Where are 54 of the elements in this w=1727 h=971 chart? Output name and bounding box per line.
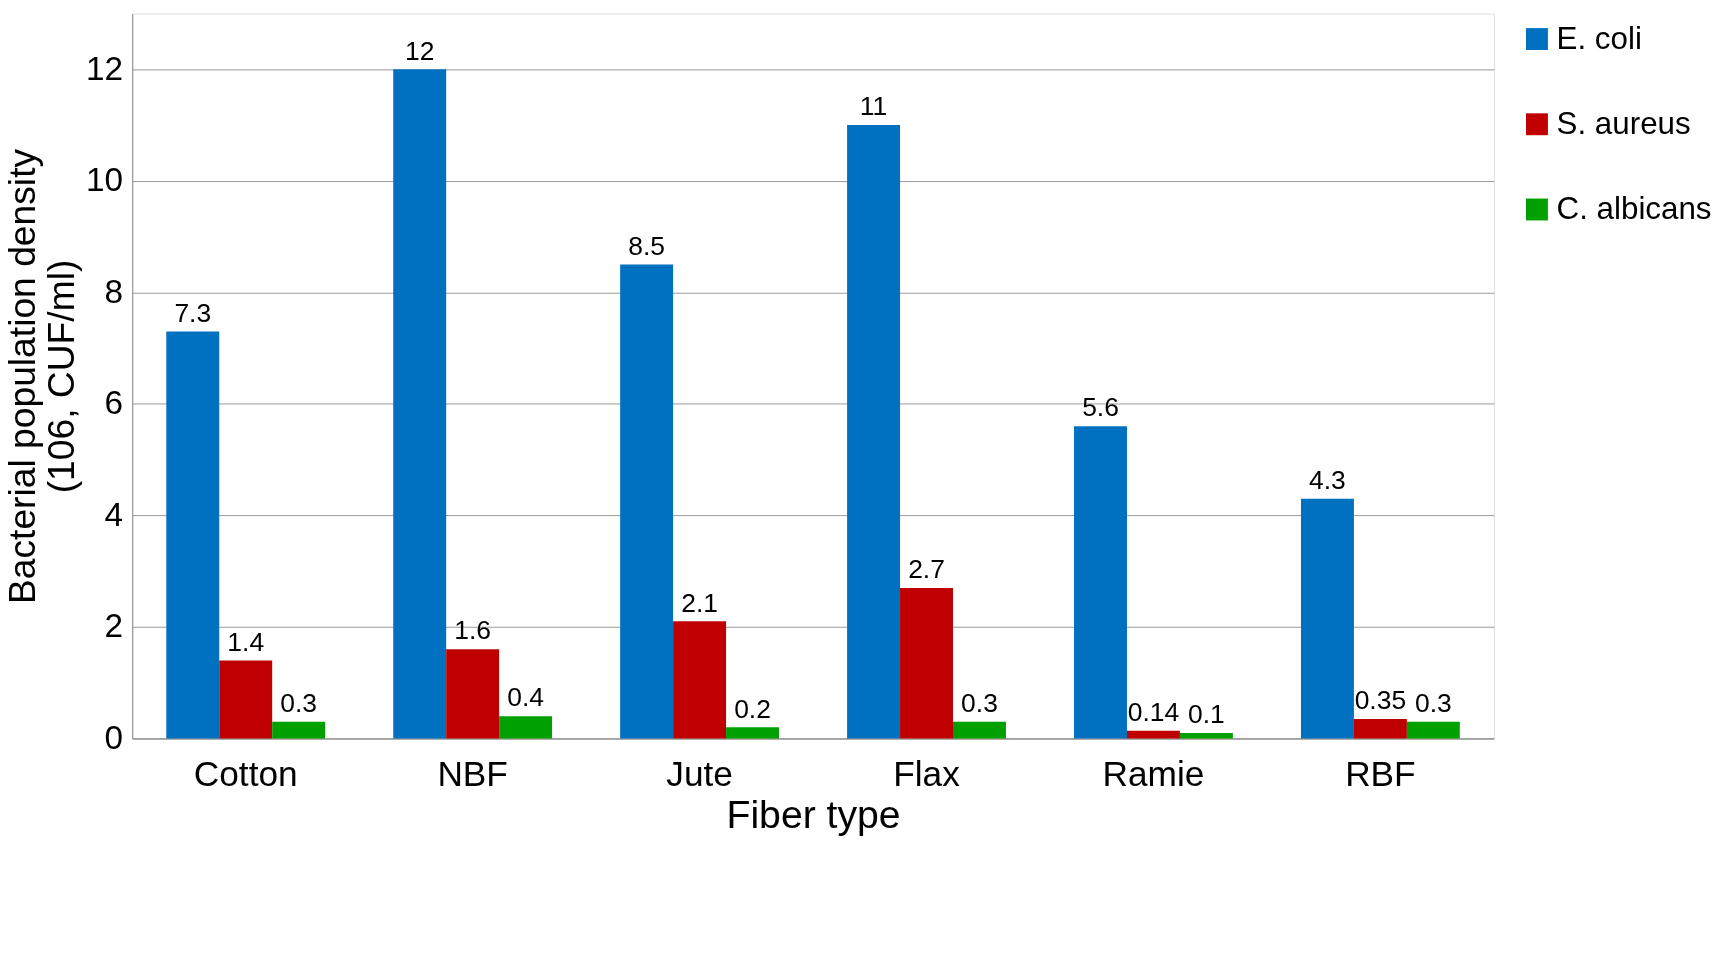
data-label: 7.3 <box>174 297 212 328</box>
bar <box>1126 730 1180 739</box>
bar <box>1353 718 1407 739</box>
bar <box>1300 498 1354 739</box>
data-label: 0.3 <box>1414 687 1452 718</box>
data-label: 8.5 <box>628 230 666 261</box>
bar <box>219 660 273 739</box>
data-label: 11 <box>859 91 888 122</box>
data-label: 4.3 <box>1309 464 1346 495</box>
data-label: 12 <box>404 35 435 66</box>
bar <box>847 125 901 739</box>
y-tick-label: 10 <box>85 161 123 199</box>
data-label: 1.6 <box>454 615 492 646</box>
bar <box>499 716 553 739</box>
bar <box>900 587 953 739</box>
x-tick-label: Flax <box>893 753 961 793</box>
bar <box>953 721 1006 739</box>
x-tick-label: NBF <box>437 753 508 793</box>
y-tick-label: 8 <box>104 272 123 310</box>
data-label: 0.2 <box>734 693 771 724</box>
bar <box>1074 426 1127 739</box>
data-label: 0.3 <box>961 687 998 718</box>
y-tick-label: 0 <box>104 718 123 756</box>
x-tick-label: RBF <box>1345 753 1416 793</box>
x-tick-label: Ramie <box>1102 753 1205 793</box>
bar <box>393 69 447 739</box>
data-label: 0.1 <box>1188 699 1225 730</box>
x-tick-label: Cotton <box>193 753 298 793</box>
bar <box>1406 721 1460 739</box>
x-axis-title: Fiber type <box>726 793 901 837</box>
data-label: 0.3 <box>280 687 318 718</box>
y-tick-label: 6 <box>104 384 123 422</box>
bar <box>726 727 780 739</box>
data-label: 0.14 <box>1127 696 1180 727</box>
bar <box>272 721 326 739</box>
bar <box>166 331 220 739</box>
bar <box>620 264 674 739</box>
x-tick-label: Jute <box>666 753 733 793</box>
y-tick-label: 2 <box>104 607 123 645</box>
data-label: 1.4 <box>227 626 265 657</box>
bar <box>446 649 500 739</box>
legend-label: E. coli <box>1556 20 1642 56</box>
legend-label: C. albicans <box>1556 191 1712 227</box>
data-label: 2.7 <box>908 554 945 585</box>
y-tick-label: 4 <box>104 495 123 533</box>
data-label: 2.1 <box>681 587 718 618</box>
bar <box>673 621 727 739</box>
data-label: 0.35 <box>1354 685 1407 716</box>
bar <box>1179 732 1233 739</box>
y-axis-title: Bacterial population density (106, CUF/ml) <box>0 148 83 605</box>
data-label: 0.4 <box>507 682 544 713</box>
y-tick-label: 12 <box>85 49 123 87</box>
legend-label: S. aureus <box>1556 106 1691 142</box>
data-label: 5.6 <box>1082 392 1119 423</box>
